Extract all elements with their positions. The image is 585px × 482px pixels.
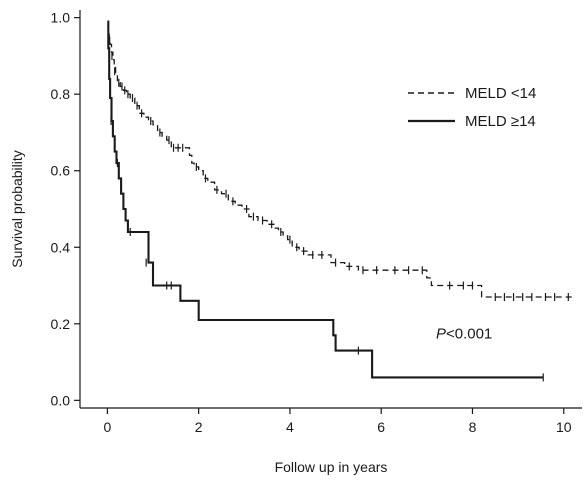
annotations: P<0.001 xyxy=(436,325,492,342)
x-tick-label: 10 xyxy=(556,419,572,435)
legend-item: MELD ≥14 xyxy=(408,113,536,130)
axes: 0.0 0.2 0.4 0.6 0.8 1.0 0 2 4 6 8 10 xyxy=(51,10,582,435)
x-tick-label: 8 xyxy=(469,419,477,435)
x-tick-label: 2 xyxy=(195,419,203,435)
p-value-symbol: P xyxy=(436,325,446,342)
p-value-annotation: P<0.001 xyxy=(436,325,492,342)
y-tick-label: 0.0 xyxy=(51,392,71,408)
x-axis-label: Follow up in years xyxy=(275,459,388,475)
series-meld-lt-14 xyxy=(107,24,573,302)
y-tick-label: 0.6 xyxy=(51,163,71,179)
survival-line xyxy=(107,20,544,379)
y-tick-label: 0.2 xyxy=(51,316,71,332)
legend: MELD <14 MELD ≥14 xyxy=(408,85,536,130)
legend-label: MELD <14 xyxy=(465,85,536,102)
x-tick-label: 4 xyxy=(286,419,294,435)
x-tick-label: 6 xyxy=(377,419,385,435)
survival-curves xyxy=(107,20,573,382)
p-value-rest: <0.001 xyxy=(446,325,492,342)
y-tick-label: 1.0 xyxy=(51,10,71,26)
survival-line xyxy=(107,24,573,298)
y-axis-label: Survival probability xyxy=(9,150,25,268)
y-tick-label: 0.8 xyxy=(51,86,71,102)
series-meld-ge-14 xyxy=(107,20,544,382)
y-tick-label: 0.4 xyxy=(51,239,71,255)
legend-item: MELD <14 xyxy=(408,85,536,102)
x-tick-label: 0 xyxy=(103,419,111,435)
legend-label: MELD ≥14 xyxy=(465,113,536,130)
